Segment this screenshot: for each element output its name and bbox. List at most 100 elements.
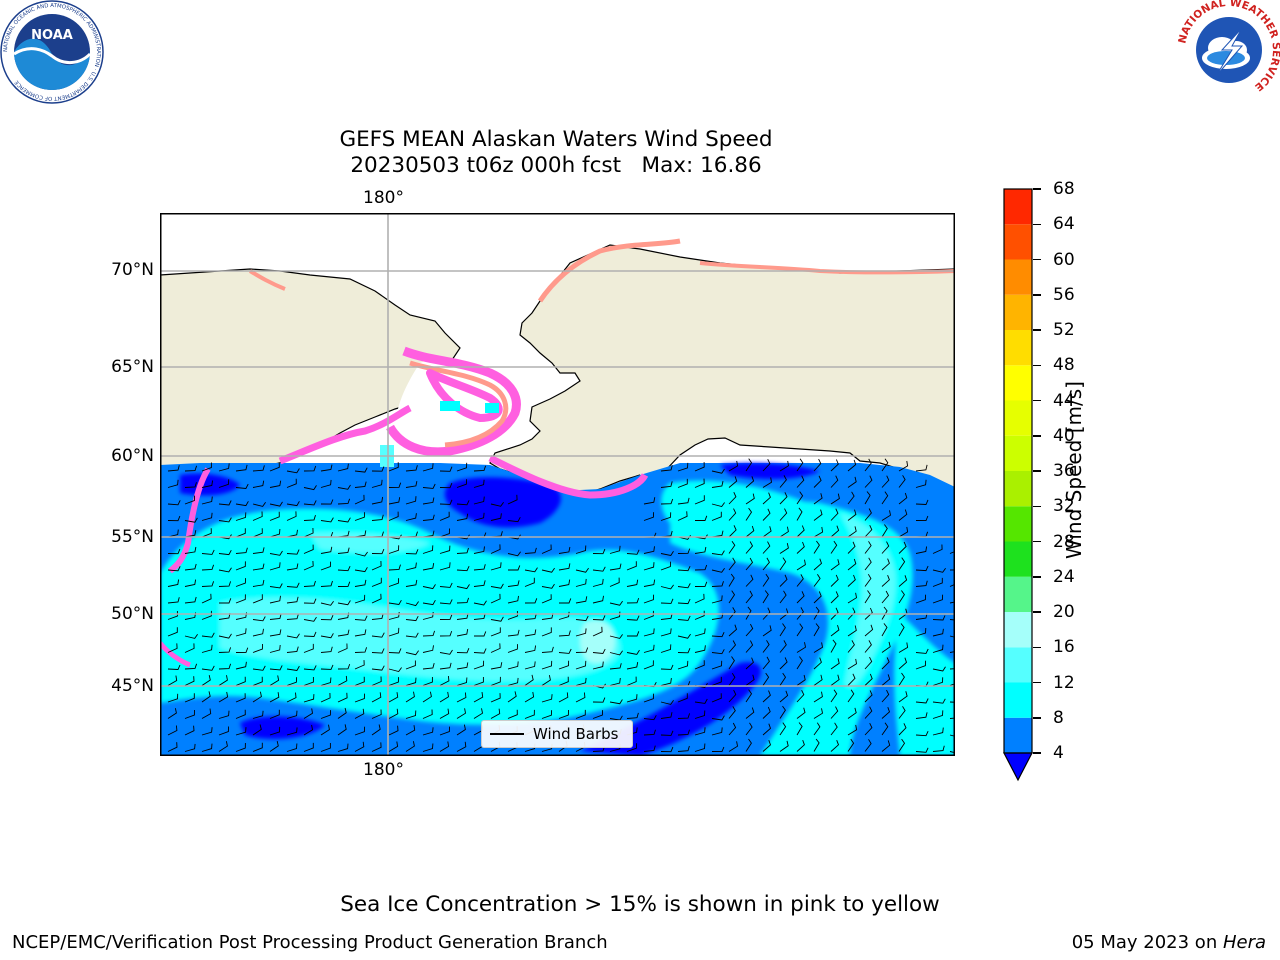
- wind-barb: [745, 722, 753, 736]
- wind-barb: [796, 559, 806, 571]
- wind-barb: [745, 525, 755, 538]
- wind-barb: [235, 594, 246, 604]
- wind-barb: [864, 557, 872, 571]
- colorbar-bin-48-52: [1004, 330, 1032, 366]
- wind-barb: [269, 595, 281, 604]
- colorbar-tick-mark: [1033, 611, 1041, 613]
- wind-barb: [456, 741, 467, 752]
- wind-barb: [627, 631, 640, 637]
- wind-barb: [252, 465, 265, 472]
- wind-barb: [201, 708, 212, 719]
- wind-barb: [371, 577, 382, 587]
- wind-barb: [439, 691, 449, 703]
- wind-barb: [847, 724, 858, 736]
- wind-barb: [626, 743, 638, 752]
- wind-barb: [286, 727, 298, 736]
- wind-barb: [286, 677, 298, 686]
- wind-barb: [354, 615, 368, 621]
- wind-barb: [303, 560, 314, 571]
- wind-barb: [354, 579, 367, 587]
- wind-barb: [949, 717, 955, 719]
- wind-barb: [779, 526, 789, 538]
- wind-barb: [660, 584, 674, 590]
- wind-barb: [184, 643, 195, 653]
- wind-barb: [235, 727, 247, 736]
- wind-barb: [575, 578, 587, 587]
- wind-barb: [694, 628, 706, 637]
- wind-barb: [541, 594, 552, 604]
- wind-barb: [490, 583, 504, 589]
- wind-barb: [456, 648, 470, 654]
- wind-barb: [881, 475, 890, 488]
- wind-barb: [252, 480, 265, 488]
- wind-barb: [864, 541, 872, 554]
- wind-barb: [728, 640, 737, 653]
- wind-barb: [422, 645, 434, 653]
- wind-barb: [354, 567, 368, 573]
- wind-barb: [456, 629, 469, 637]
- wind-barb: [439, 562, 451, 571]
- colorbar-tick-label: 24: [1053, 566, 1075, 587]
- wind-barb: [252, 742, 263, 752]
- wind-band-northeast: [661, 480, 848, 560]
- wind-barb: [677, 729, 690, 736]
- wind-barb: [609, 650, 623, 656]
- wind-barb: [507, 551, 521, 557]
- wind-barb: [711, 481, 724, 488]
- wind-barb: [745, 493, 755, 505]
- wind-barb: [711, 715, 725, 721]
- wind-barb: [235, 528, 246, 538]
- wind-barb: [388, 627, 400, 637]
- wind-barb: [354, 693, 365, 703]
- wind-barb: [286, 549, 300, 555]
- wind-barb: [473, 580, 486, 587]
- wind-barb: [201, 462, 212, 472]
- wind-barb: [473, 660, 485, 670]
- wind-barb: [456, 692, 467, 703]
- wind-barb: [575, 709, 586, 719]
- wind-barb: [219, 598, 232, 604]
- wind-barb: [337, 707, 347, 719]
- wind-barb: [745, 689, 753, 703]
- wind-barb: [949, 635, 955, 638]
- wind-barb: [201, 480, 214, 488]
- wind-barb: [830, 508, 839, 521]
- colorbar-tick-label: 8: [1053, 707, 1064, 728]
- wind-barb: [592, 615, 606, 621]
- wind-barb: [694, 727, 706, 736]
- colorbar-tick-mark: [1033, 364, 1041, 366]
- wind-barb: [337, 566, 351, 572]
- wind-barb: [626, 597, 640, 604]
- wind-barb: [864, 723, 873, 736]
- wind-barb: [320, 724, 330, 736]
- wind-barb: [813, 674, 823, 686]
- map-legend: Wind Barbs: [481, 720, 633, 748]
- wind-barb: [626, 615, 640, 621]
- wind-barb: [201, 743, 213, 752]
- wind-barb: [473, 546, 485, 554]
- wind-barb: [898, 541, 907, 554]
- wind-barb: [711, 632, 725, 638]
- wind-barb: [898, 475, 906, 488]
- wind-barb: [524, 567, 538, 573]
- wind-barb: [337, 663, 351, 670]
- wind-barb: [711, 676, 722, 686]
- wind-barb: [286, 743, 298, 752]
- wind-barb: [218, 663, 232, 670]
- colorbar-tick-mark: [1033, 258, 1041, 261]
- wind-barb: [847, 673, 856, 686]
- wind-barb: [864, 624, 874, 637]
- wind-barb: [439, 726, 450, 736]
- wind-barb: [949, 751, 955, 754]
- wind-barb: [422, 691, 432, 703]
- wind-barb: [235, 742, 246, 752]
- wind-barb: [405, 481, 418, 488]
- wind-barb: [796, 525, 805, 538]
- wind-barb: [269, 550, 283, 556]
- wind-barb: [269, 501, 283, 507]
- wind-barb: [201, 512, 213, 521]
- wind-barb: [490, 501, 504, 507]
- lat-label-55n: 55°N: [111, 527, 154, 547]
- wind-barb: [303, 514, 316, 521]
- wind-barb: [881, 458, 889, 472]
